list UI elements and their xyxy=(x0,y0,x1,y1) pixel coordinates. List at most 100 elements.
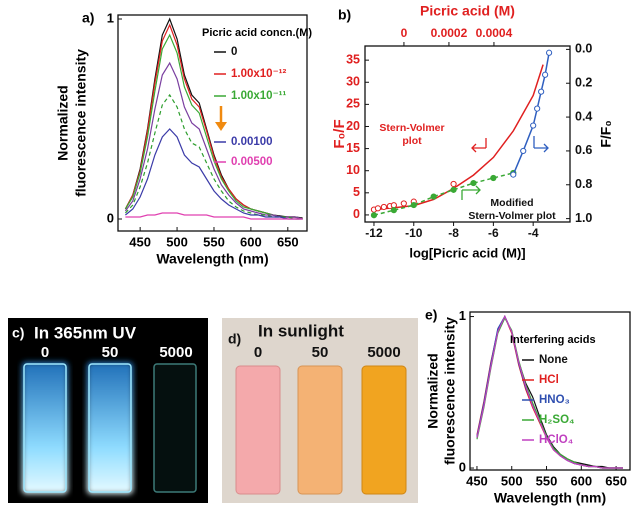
data-point xyxy=(430,193,437,200)
panel-label: d) xyxy=(228,331,241,347)
data-point xyxy=(538,88,545,95)
y-tick-label: 25 xyxy=(346,97,360,111)
y-tick-label: 1 xyxy=(459,308,466,323)
x-tick-label: 650 xyxy=(605,473,627,488)
y-tick-label: 0.2 xyxy=(575,76,592,90)
y-tick-label: 0.8 xyxy=(575,177,592,191)
sample-label: 50 xyxy=(312,344,329,361)
data-point xyxy=(374,205,382,212)
y-tick-label: 30 xyxy=(346,75,360,89)
x-tick-label: 500 xyxy=(501,473,523,488)
spectrum-line xyxy=(125,212,303,220)
y-tick-label: 15 xyxy=(346,141,360,155)
x-tick-label: 450 xyxy=(466,473,488,488)
sample-label: 5000 xyxy=(367,344,400,361)
series-line xyxy=(373,64,544,211)
annotation: Modified xyxy=(490,197,533,209)
x-axis-label: log[Picric acid (M)] xyxy=(409,245,525,260)
x-tick-label: 650 xyxy=(277,234,299,249)
photo-sunlight: d) In sunlight 0 50 5000 xyxy=(222,318,418,503)
sample-label: 50 xyxy=(102,344,119,361)
data-point xyxy=(530,122,537,129)
plot-frame xyxy=(117,14,308,232)
legend-label: HNO₃ xyxy=(539,394,570,406)
spectrum-line xyxy=(476,315,623,469)
legend-label: 0 xyxy=(231,46,237,58)
spectrum-line xyxy=(125,128,303,220)
annotation: plot xyxy=(402,135,422,147)
annotation: Stern-Volmer plot xyxy=(468,210,556,222)
x-tick-label: 600 xyxy=(240,234,262,249)
y-tick-label: 1 xyxy=(107,10,114,25)
sample-label: 0 xyxy=(254,344,262,361)
x-tick-label: 450 xyxy=(129,234,151,249)
legend-title: Interfering acids xyxy=(510,334,596,346)
sample-label: 0 xyxy=(41,344,49,361)
data-point xyxy=(410,201,417,209)
series-line xyxy=(373,172,514,216)
panel-label: e) xyxy=(425,307,437,323)
legend-label: H₂SO₄ xyxy=(539,414,575,426)
x-tick-label: -10 xyxy=(405,226,423,240)
y-tick-label: 35 xyxy=(346,52,360,66)
spectrum-line xyxy=(124,17,303,219)
data-point xyxy=(400,200,407,207)
x-axis-label: Wavelength (nm) xyxy=(156,251,268,267)
x-tick-label: 500 xyxy=(166,234,188,249)
y-tick-label: 0 xyxy=(107,210,114,225)
y2-axis-label: F/F₀ xyxy=(598,120,614,147)
data-point xyxy=(450,180,457,188)
data-point xyxy=(510,171,517,178)
y-tick-label: 0.6 xyxy=(575,143,592,157)
data-point xyxy=(490,174,497,182)
x-axis-label: Wavelength (nm) xyxy=(494,490,606,506)
legend-label: None xyxy=(539,354,568,366)
axis-arrows xyxy=(461,136,549,200)
data-point xyxy=(380,203,388,211)
y-tick-label: 0 xyxy=(459,459,466,474)
sample-label: 5000 xyxy=(159,344,192,361)
concentration-arrow xyxy=(215,106,227,131)
y-tick-label: 0.4 xyxy=(575,109,592,123)
x-tick-label: 0.0002 xyxy=(431,26,468,40)
legend-title: Picric acid concn.(M) xyxy=(202,27,312,39)
y-tick-label: 5 xyxy=(353,185,360,199)
data-point xyxy=(470,179,477,187)
legend-label: 1.00x10⁻¹¹ xyxy=(231,90,286,102)
y-axis-label: fluorescence intensity xyxy=(442,317,458,465)
y-axis-label: Normalized xyxy=(425,353,441,428)
x-tick-label: -6 xyxy=(488,226,499,240)
data-point xyxy=(534,105,541,112)
panel-label: a) xyxy=(82,10,94,26)
y-axis-label: F₀/F xyxy=(331,119,348,148)
x-tick-label: 550 xyxy=(536,473,558,488)
x-tick-label: -12 xyxy=(365,226,383,240)
data-point xyxy=(390,207,397,214)
data-point xyxy=(546,49,553,56)
series-line xyxy=(512,52,550,175)
spectrum-line xyxy=(124,93,303,220)
x-tick-label: -4 xyxy=(528,226,539,240)
plot-frame xyxy=(364,45,571,223)
data-point xyxy=(450,186,457,193)
data-point xyxy=(542,71,549,78)
legend-label: 0.00500 xyxy=(231,156,273,168)
y-tick-label: 0.0 xyxy=(575,42,592,56)
x-tick-label: 550 xyxy=(203,234,225,249)
legend-label: 1.00x10⁻¹² xyxy=(231,68,286,80)
legend-label: HCl xyxy=(539,374,559,386)
y-tick-label: 10 xyxy=(346,163,360,177)
x-tick-label: -8 xyxy=(448,226,459,240)
data-point xyxy=(520,147,527,155)
data-point xyxy=(390,202,397,209)
data-point xyxy=(370,212,378,219)
annotation: Stern-Volmer xyxy=(379,122,444,134)
x-tick-label: 0 xyxy=(401,26,408,40)
legend-label: HClO₄ xyxy=(539,434,573,446)
y-tick-label: 0 xyxy=(353,207,360,221)
x2-axis-label: Picric acid (M) xyxy=(420,3,515,19)
spectrum-line xyxy=(124,61,303,220)
plot-frame xyxy=(469,311,631,471)
legend-label: 0.00100 xyxy=(231,136,273,148)
